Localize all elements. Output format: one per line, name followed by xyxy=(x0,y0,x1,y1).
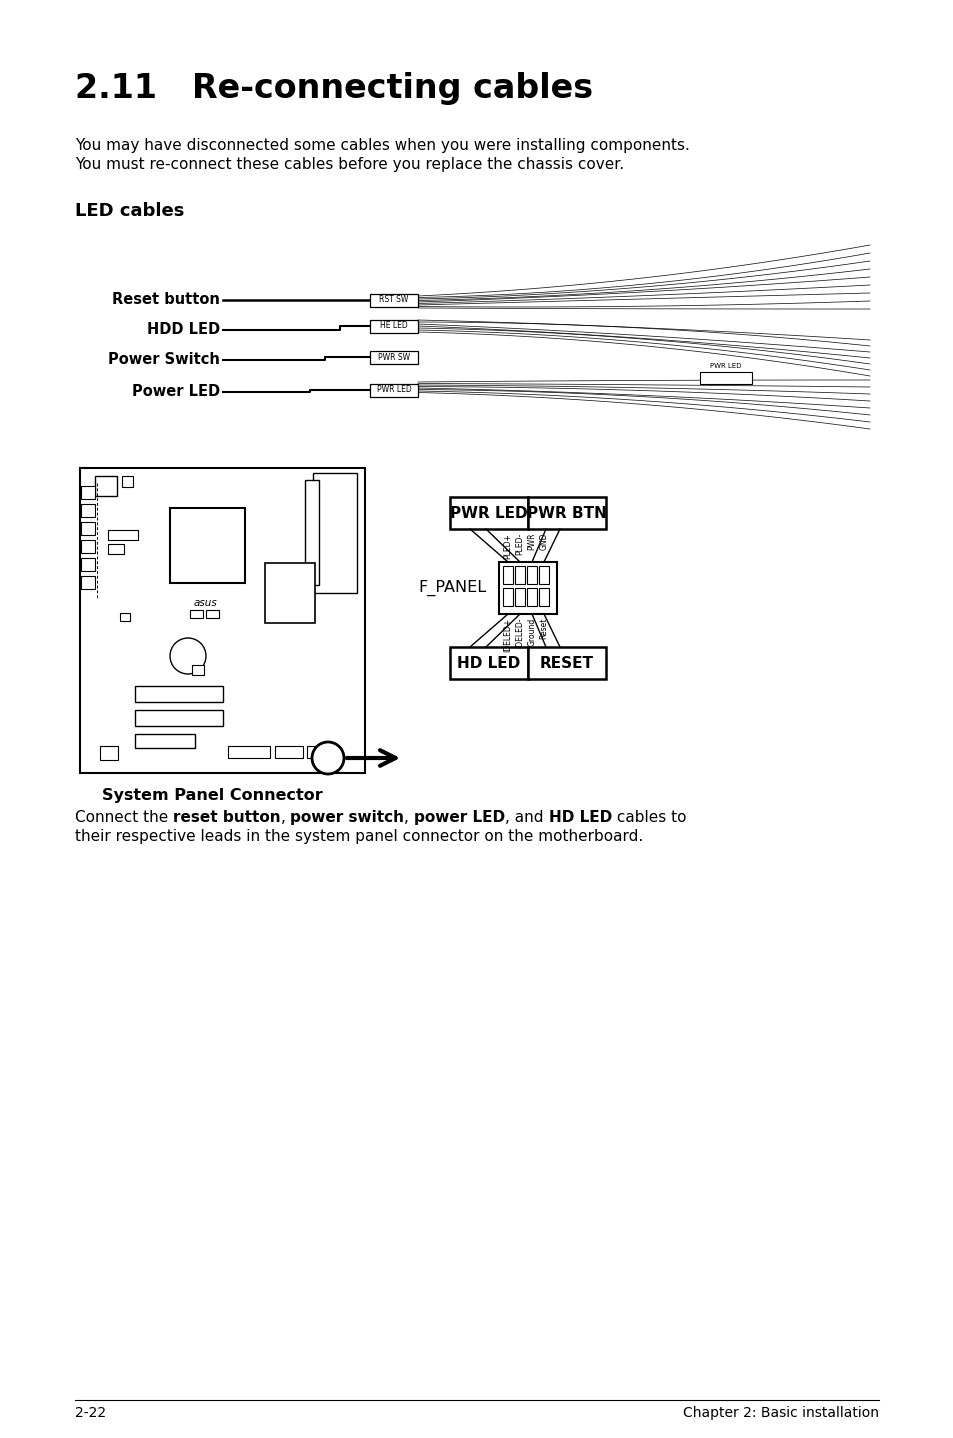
Text: LED cables: LED cables xyxy=(75,201,184,220)
Bar xyxy=(502,567,513,584)
Bar xyxy=(81,541,95,554)
Bar xyxy=(95,476,117,496)
Text: asus: asus xyxy=(193,598,216,608)
Bar xyxy=(108,544,124,554)
Bar xyxy=(450,498,527,529)
Text: Reset: Reset xyxy=(539,618,548,640)
Bar xyxy=(81,486,95,499)
Text: Power Switch: Power Switch xyxy=(108,352,220,368)
Bar xyxy=(526,567,537,584)
Text: reset button: reset button xyxy=(172,810,280,825)
Bar xyxy=(313,473,356,592)
Text: HD LED: HD LED xyxy=(548,810,612,825)
Bar xyxy=(190,610,203,618)
Bar xyxy=(370,384,417,397)
Bar xyxy=(370,293,417,306)
Text: ,: , xyxy=(280,810,291,825)
Text: Reset button: Reset button xyxy=(112,292,220,308)
Bar xyxy=(170,508,245,582)
Circle shape xyxy=(170,638,206,674)
Text: ,: , xyxy=(404,810,414,825)
Bar xyxy=(135,710,223,726)
Text: PLED-: PLED- xyxy=(515,533,524,555)
Bar xyxy=(498,562,557,614)
Bar xyxy=(80,467,365,774)
Text: Power LED: Power LED xyxy=(132,384,220,400)
Bar xyxy=(265,564,314,623)
Text: HD LED: HD LED xyxy=(456,656,520,670)
Text: , and: , and xyxy=(505,810,548,825)
Text: RST SW: RST SW xyxy=(379,295,408,305)
Bar xyxy=(538,567,548,584)
Bar xyxy=(305,480,318,585)
Bar xyxy=(319,751,335,764)
Text: Ground: Ground xyxy=(527,618,536,646)
Text: IDELED-: IDELED- xyxy=(515,618,524,649)
Text: power switch: power switch xyxy=(291,810,404,825)
Bar xyxy=(81,503,95,518)
Text: PWR BTN: PWR BTN xyxy=(526,506,606,521)
Text: GND: GND xyxy=(539,533,548,551)
Bar xyxy=(700,372,751,384)
Bar xyxy=(515,567,524,584)
Text: power LED: power LED xyxy=(414,810,505,825)
Bar xyxy=(307,746,329,758)
Text: PWR SW: PWR SW xyxy=(377,352,410,361)
Text: System Panel Connector: System Panel Connector xyxy=(102,788,322,802)
Bar xyxy=(538,588,548,605)
Text: cables to: cables to xyxy=(612,810,686,825)
Bar xyxy=(515,588,524,605)
Text: PWR LED: PWR LED xyxy=(376,385,411,394)
Text: You may have disconnected some cables when you were installing components.: You may have disconnected some cables wh… xyxy=(75,138,689,152)
Bar xyxy=(527,647,605,679)
Bar xyxy=(370,319,417,332)
Bar xyxy=(81,558,95,571)
Bar xyxy=(370,351,417,364)
Bar xyxy=(206,610,219,618)
Text: PWR LED: PWR LED xyxy=(450,506,527,521)
Text: Chapter 2: Basic installation: Chapter 2: Basic installation xyxy=(682,1406,878,1419)
Bar xyxy=(120,613,130,621)
Bar xyxy=(228,746,270,758)
Bar xyxy=(100,746,118,761)
Text: 2-22: 2-22 xyxy=(75,1406,106,1419)
Text: You must re-connect these cables before you replace the chassis cover.: You must re-connect these cables before … xyxy=(75,157,623,173)
Bar xyxy=(122,476,132,487)
Circle shape xyxy=(312,742,344,774)
Bar xyxy=(135,686,223,702)
Bar xyxy=(502,588,513,605)
Text: their respective leads in the system panel connector on the motherboard.: their respective leads in the system pan… xyxy=(75,828,642,844)
Text: 2.11   Re-connecting cables: 2.11 Re-connecting cables xyxy=(75,72,593,105)
Text: PWR: PWR xyxy=(527,533,536,551)
Bar xyxy=(81,577,95,590)
Bar xyxy=(192,664,204,674)
Bar xyxy=(81,522,95,535)
Text: PLED+: PLED+ xyxy=(503,533,512,559)
Bar xyxy=(108,531,138,541)
Text: HE LED: HE LED xyxy=(379,322,408,331)
Text: F_PANEL: F_PANEL xyxy=(418,580,486,597)
Bar xyxy=(274,746,303,758)
Text: IDELED+: IDELED+ xyxy=(503,618,512,651)
Bar xyxy=(135,733,194,748)
Bar xyxy=(526,588,537,605)
Bar xyxy=(527,498,605,529)
Text: RESET: RESET xyxy=(539,656,594,670)
Text: HDD LED: HDD LED xyxy=(147,322,220,338)
Text: PWR LED: PWR LED xyxy=(709,362,741,370)
Bar xyxy=(450,647,527,679)
Text: Connect the: Connect the xyxy=(75,810,172,825)
